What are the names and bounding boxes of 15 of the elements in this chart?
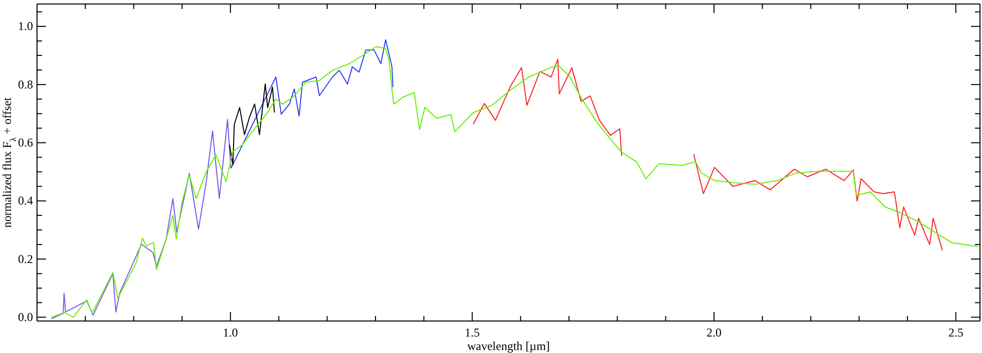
x-tick-label: 2.5 <box>948 326 964 340</box>
line-series <box>51 46 979 318</box>
line-series <box>51 118 232 320</box>
y-tick-label: 0.6 <box>18 136 33 150</box>
y-tick-label: 1.0 <box>18 19 33 34</box>
x-tick-label: 2.0 <box>706 326 722 340</box>
y-tick-label: 0.4 <box>18 194 33 208</box>
y-tick-label: 0.0 <box>18 310 33 324</box>
x-tick-label: 1.5 <box>464 326 480 340</box>
line-series <box>228 83 275 166</box>
x-axis-title: wavelength [µm] <box>467 339 550 353</box>
x-tick-label: 1.0 <box>222 326 238 340</box>
line-series <box>230 39 394 169</box>
y-tick-label: 0.8 <box>18 77 33 92</box>
y-tick-label: 0.2 <box>18 252 33 266</box>
